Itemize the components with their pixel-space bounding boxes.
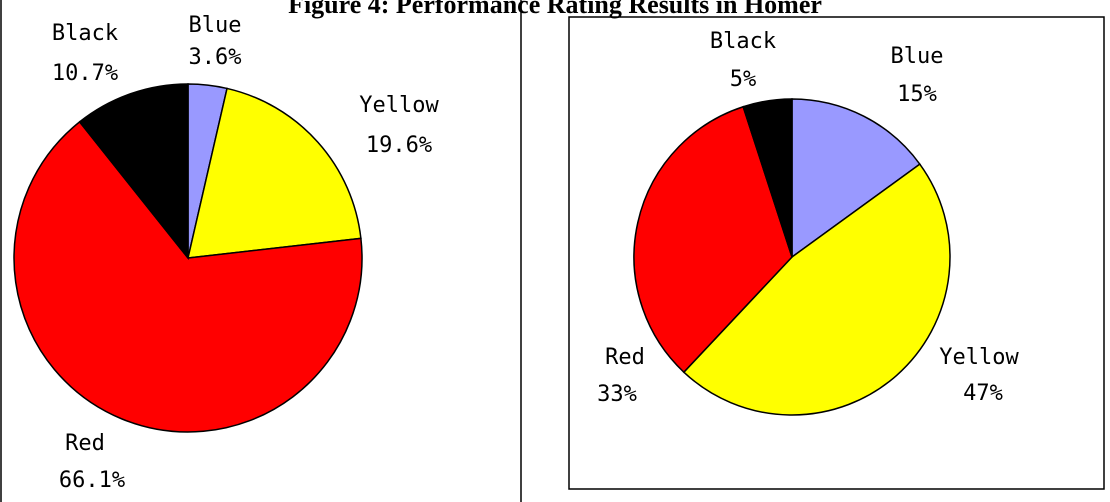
pie-slice-yellow bbox=[682, 163, 951, 416]
pie-chart-1: Blue 3.6% Yellow 19.6% Red 66.1% Black 10.7% bbox=[13, 13, 439, 493]
slice-label-black: Black bbox=[52, 21, 118, 46]
pie-slice-black bbox=[78, 83, 189, 261]
pie-slice-blue bbox=[791, 98, 921, 259]
slice-label-blue: Blue bbox=[891, 44, 944, 69]
pie-slice-red bbox=[633, 105, 793, 374]
pie-slice-red bbox=[13, 120, 363, 433]
slice-value-blue: 3.6% bbox=[189, 45, 242, 70]
slice-label-red: Red bbox=[605, 345, 645, 370]
slice-value-red: 66.1% bbox=[59, 468, 125, 493]
right-chart-frame bbox=[568, 16, 1105, 490]
pie-chart-2: Blue 15% Yellow 47% Red 33% Black 5% bbox=[597, 29, 1019, 416]
slice-value-blue: 15% bbox=[897, 82, 937, 107]
slice-label-red: Red bbox=[65, 431, 105, 456]
pie-slice-black bbox=[742, 98, 793, 258]
slice-value-yellow: 47% bbox=[963, 381, 1003, 406]
slice-label-yellow: Yellow bbox=[939, 345, 1019, 370]
slice-value-black: 5% bbox=[730, 67, 757, 92]
slice-value-black: 10.7% bbox=[52, 61, 118, 86]
slice-value-red: 33% bbox=[597, 382, 637, 407]
left-chart-frame bbox=[0, 0, 522, 502]
figure-title: Figure 4: Performance Rating Results in … bbox=[288, 0, 822, 19]
pie-slice-yellow bbox=[187, 87, 362, 259]
slice-value-yellow: 19.6% bbox=[366, 133, 432, 158]
slice-label-black: Black bbox=[710, 29, 776, 54]
slice-label-yellow: Yellow bbox=[359, 93, 439, 118]
slice-label-blue: Blue bbox=[189, 13, 242, 38]
